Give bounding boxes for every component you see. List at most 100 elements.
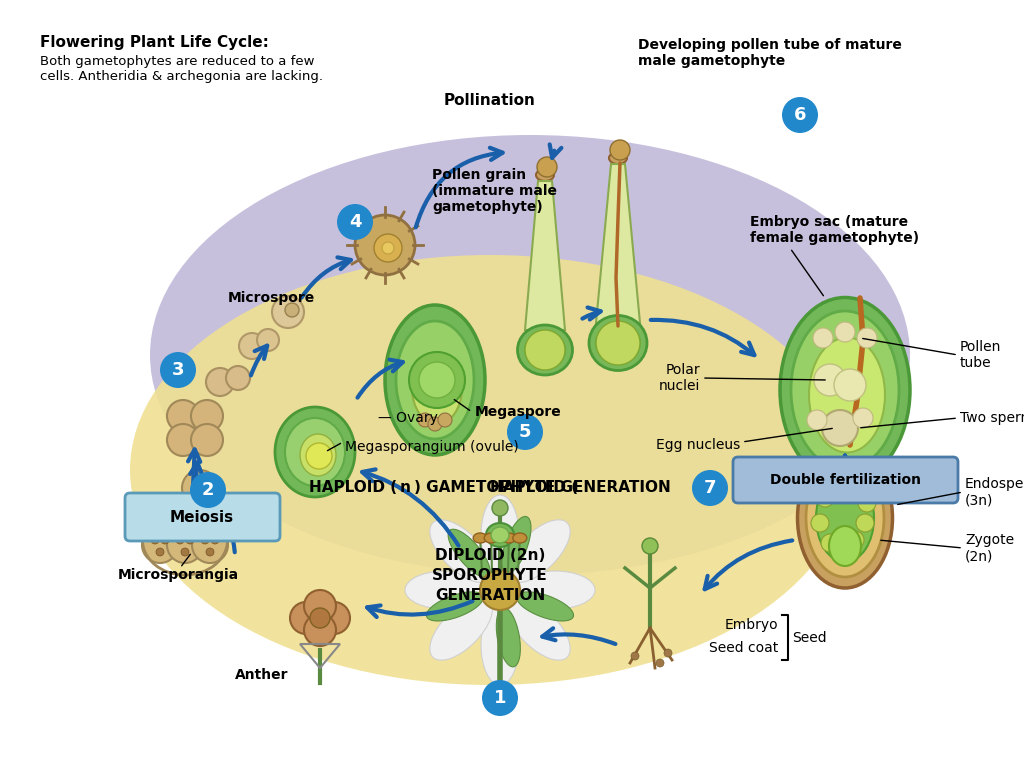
Circle shape xyxy=(318,602,350,634)
Circle shape xyxy=(480,570,520,610)
Circle shape xyxy=(507,414,543,450)
Ellipse shape xyxy=(473,533,487,543)
Ellipse shape xyxy=(806,459,884,577)
Circle shape xyxy=(166,516,174,524)
Circle shape xyxy=(161,536,169,544)
Circle shape xyxy=(642,538,658,554)
Text: Microsporangia: Microsporangia xyxy=(118,568,240,582)
Circle shape xyxy=(811,514,829,532)
Circle shape xyxy=(167,424,199,456)
Ellipse shape xyxy=(486,523,514,547)
Circle shape xyxy=(858,494,876,512)
Text: Double fertilization: Double fertilization xyxy=(769,473,921,487)
Circle shape xyxy=(167,400,199,432)
Ellipse shape xyxy=(816,474,874,562)
Ellipse shape xyxy=(525,332,565,368)
Circle shape xyxy=(419,362,455,398)
Text: Megasporangium (ovule): Megasporangium (ovule) xyxy=(345,440,519,454)
Circle shape xyxy=(191,400,223,432)
Circle shape xyxy=(257,329,279,351)
Text: Developing pollen tube of mature
male gametophyte: Developing pollen tube of mature male ga… xyxy=(638,38,902,68)
Circle shape xyxy=(856,514,874,532)
Circle shape xyxy=(610,140,630,160)
Circle shape xyxy=(196,516,204,524)
Circle shape xyxy=(355,215,415,275)
Circle shape xyxy=(285,303,299,317)
Ellipse shape xyxy=(497,607,520,667)
Text: Meiosis: Meiosis xyxy=(170,509,234,525)
Ellipse shape xyxy=(490,527,509,543)
Circle shape xyxy=(337,204,373,240)
Circle shape xyxy=(821,534,839,552)
Circle shape xyxy=(191,424,223,456)
Circle shape xyxy=(156,548,164,556)
Ellipse shape xyxy=(385,305,485,455)
Text: Seed: Seed xyxy=(792,631,826,645)
Circle shape xyxy=(382,242,394,254)
Ellipse shape xyxy=(513,533,526,543)
Text: Pollen grain
(immature male
gametophyte): Pollen grain (immature male gametophyte) xyxy=(432,168,557,214)
Ellipse shape xyxy=(809,337,885,452)
Ellipse shape xyxy=(609,152,627,164)
Circle shape xyxy=(310,608,330,628)
Circle shape xyxy=(181,523,189,531)
Circle shape xyxy=(190,472,226,508)
Text: HAPLOID ( n ) GAMETOPHYTE GENERATION: HAPLOID ( n ) GAMETOPHYTE GENERATION xyxy=(309,481,671,495)
Circle shape xyxy=(193,481,207,495)
Circle shape xyxy=(418,413,432,427)
Circle shape xyxy=(206,548,214,556)
Circle shape xyxy=(853,408,873,428)
Ellipse shape xyxy=(502,516,531,574)
Circle shape xyxy=(167,527,203,563)
Text: 7: 7 xyxy=(703,479,716,497)
Text: 3: 3 xyxy=(172,361,184,379)
Circle shape xyxy=(492,500,508,516)
Circle shape xyxy=(428,417,442,431)
Circle shape xyxy=(147,507,183,543)
Ellipse shape xyxy=(481,495,519,575)
Text: 2: 2 xyxy=(202,481,214,499)
Text: 4: 4 xyxy=(349,213,361,231)
Ellipse shape xyxy=(449,529,490,578)
Text: 5: 5 xyxy=(519,423,531,441)
Circle shape xyxy=(142,527,178,563)
Text: Embryo sac (mature
female gametophyte): Embryo sac (mature female gametophyte) xyxy=(750,215,920,245)
Circle shape xyxy=(186,511,194,519)
Ellipse shape xyxy=(596,323,640,363)
Circle shape xyxy=(181,548,189,556)
Circle shape xyxy=(482,680,518,716)
Circle shape xyxy=(525,330,565,370)
Ellipse shape xyxy=(536,169,554,181)
Circle shape xyxy=(176,536,184,544)
Circle shape xyxy=(206,516,214,524)
Circle shape xyxy=(211,536,219,544)
Circle shape xyxy=(814,364,846,396)
Ellipse shape xyxy=(285,418,345,486)
Text: Pollination: Pollination xyxy=(444,93,536,108)
Circle shape xyxy=(664,649,672,657)
Ellipse shape xyxy=(517,325,572,375)
Circle shape xyxy=(290,602,322,634)
Text: Anther: Anther xyxy=(236,668,289,682)
Circle shape xyxy=(201,528,209,536)
Circle shape xyxy=(374,234,402,262)
Circle shape xyxy=(846,531,864,549)
Polygon shape xyxy=(525,181,565,330)
Text: Flowering Plant Life Cycle:: Flowering Plant Life Cycle: xyxy=(40,35,269,50)
Circle shape xyxy=(306,443,332,469)
Circle shape xyxy=(201,536,209,544)
Ellipse shape xyxy=(412,352,462,424)
Circle shape xyxy=(161,528,169,536)
Ellipse shape xyxy=(484,533,499,543)
Circle shape xyxy=(151,536,159,544)
Text: Egg nucleus: Egg nucleus xyxy=(655,438,740,452)
Circle shape xyxy=(239,333,265,359)
Circle shape xyxy=(841,484,859,502)
Ellipse shape xyxy=(517,592,573,621)
Text: 1: 1 xyxy=(494,689,506,707)
Text: Both gametophytes are reduced to a few
cells. Antheridia & archegonia are lackin: Both gametophytes are reduced to a few c… xyxy=(40,55,323,83)
Circle shape xyxy=(692,470,728,506)
Ellipse shape xyxy=(589,316,647,370)
Ellipse shape xyxy=(481,605,519,685)
Text: Megaspore: Megaspore xyxy=(475,405,562,419)
